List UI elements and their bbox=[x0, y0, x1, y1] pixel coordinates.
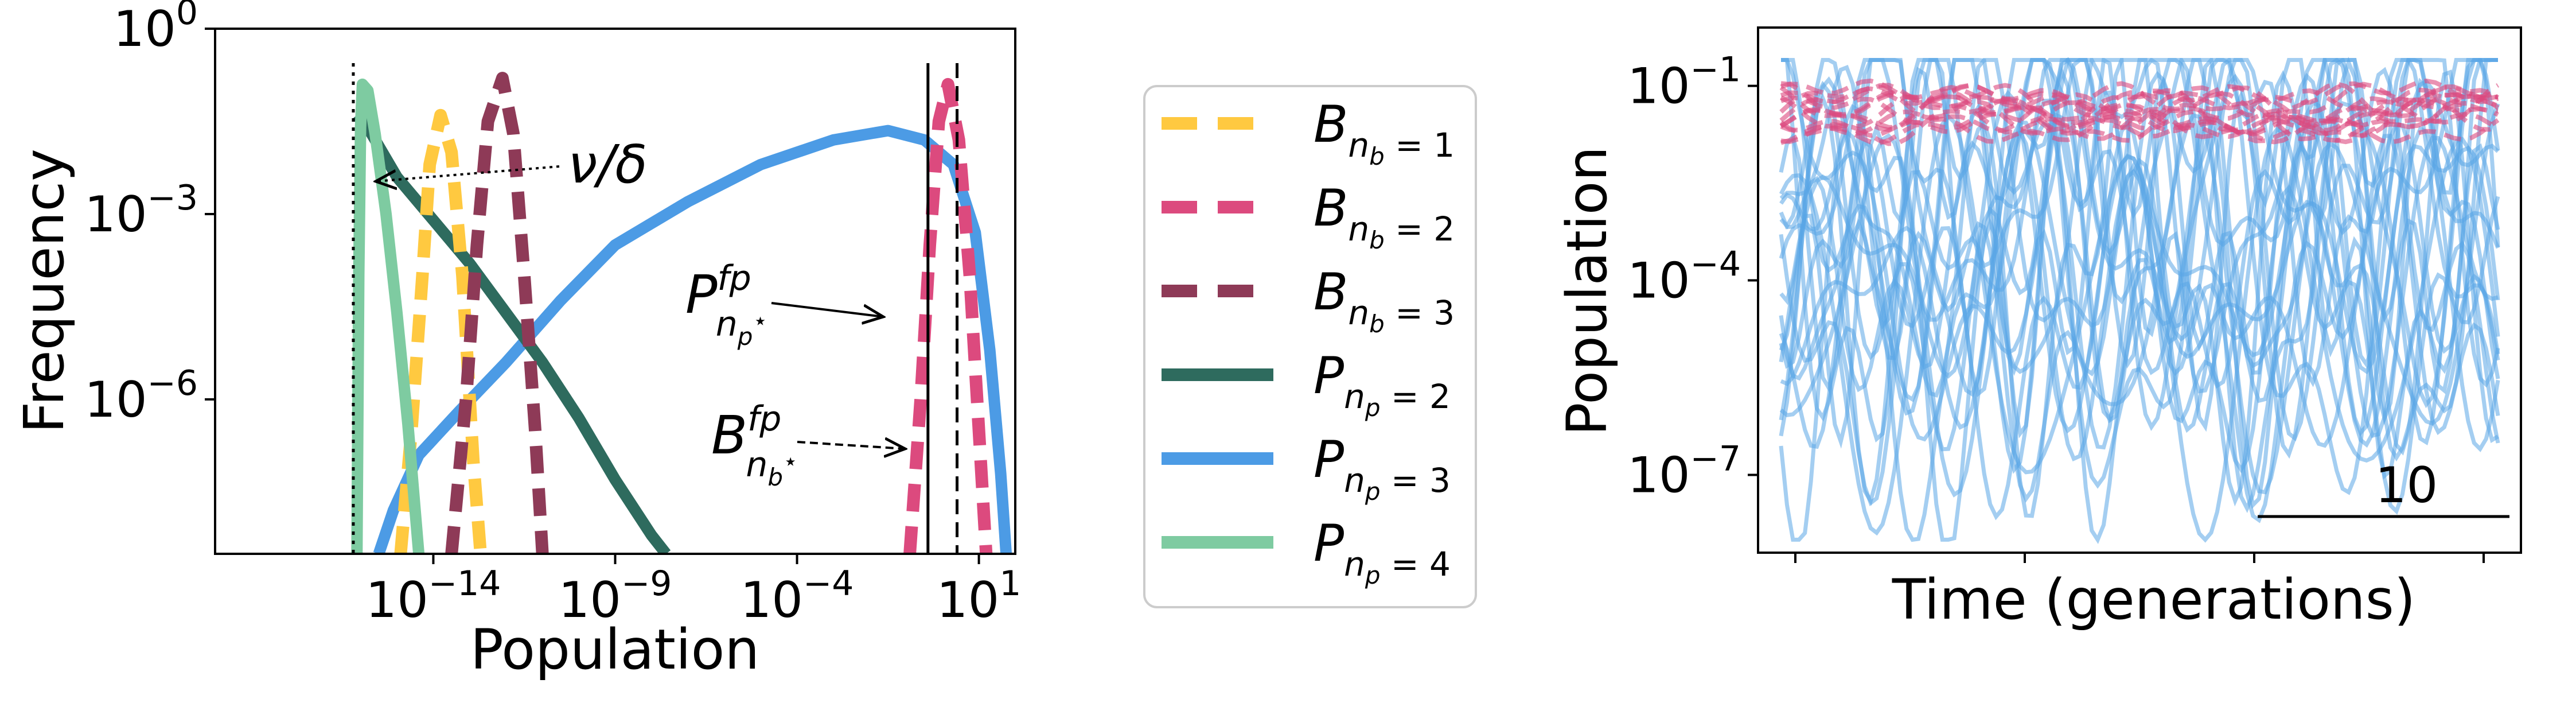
scale-bar-label: 10 bbox=[2375, 457, 2438, 514]
population-P-trajectory bbox=[1781, 58, 2500, 450]
series-B3-line bbox=[445, 72, 549, 554]
ytick-label: 10−7 bbox=[1627, 438, 1741, 504]
right-xlabel: Time (generations) bbox=[1892, 568, 2415, 632]
timeseries-chart: 10−1 10−4 10−7 10 Time (generations) Popul… bbox=[1555, 26, 2522, 632]
annotation-B-fp: Bfp nb⋆ bbox=[711, 399, 798, 491]
ytick-label: 10−4 bbox=[1627, 244, 1741, 310]
legend-label: Bnb = 3 bbox=[1314, 262, 1455, 338]
left-xlabel: Population bbox=[470, 618, 759, 682]
xtick-label: 101 bbox=[937, 564, 1022, 629]
ytick-label: 100 bbox=[113, 0, 198, 58]
population-B-trajectory bbox=[1779, 83, 2499, 136]
series-P3-line bbox=[373, 125, 1012, 554]
series-P2-line bbox=[352, 111, 671, 554]
nu-delta-arrow bbox=[376, 165, 560, 181]
population-B-trajectory bbox=[1780, 78, 2499, 131]
distribution-chart: 10−14 10−9 10−4 101 100 10−3 10−6 ν/δ Pfp np⋆ Bf… bbox=[12, 0, 1021, 682]
legend-item: Bnb = 3 bbox=[1162, 262, 1455, 338]
series-P4-line bbox=[351, 78, 425, 554]
B-fp-arrow bbox=[797, 442, 905, 449]
legend-label: Pnp = 3 bbox=[1314, 430, 1451, 506]
legend-item: Pnp = 4 bbox=[1162, 514, 1451, 589]
xtick-label: 10−14 bbox=[365, 564, 501, 629]
legend: Bnb = 1 Bnb = 2 Bnb = 3 Pnp = 2 Pnp = 3 Pnp =… bbox=[1143, 85, 1477, 608]
population-P-trajectory bbox=[1779, 58, 2500, 542]
series-B2-line bbox=[903, 77, 993, 554]
ytick-label: 10−1 bbox=[1627, 50, 1741, 115]
legend-item: Bnb = 2 bbox=[1162, 178, 1455, 254]
population-P-trajectory bbox=[1779, 58, 2500, 369]
legend-item: Bnb = 1 bbox=[1162, 95, 1455, 170]
legend-label: Pnp = 2 bbox=[1314, 346, 1451, 422]
population-P-trajectory bbox=[1779, 58, 2498, 424]
population-B-trajectory bbox=[1780, 81, 2500, 135]
series-B1-line bbox=[394, 108, 487, 554]
left-ylabel: Frequency bbox=[12, 149, 76, 433]
population-B-trajectory bbox=[1779, 92, 2500, 146]
population-B-trajectory bbox=[1780, 86, 2499, 139]
xtick-label: 10−4 bbox=[741, 564, 854, 629]
xtick-label: 10−9 bbox=[559, 564, 672, 629]
annotation-nu-delta: ν/δ bbox=[568, 134, 648, 195]
legend-item: Pnp = 2 bbox=[1162, 346, 1451, 422]
population-B-trajectory bbox=[1780, 95, 2499, 146]
legend-label: Pnp = 4 bbox=[1314, 514, 1451, 589]
right-axes-frame bbox=[1757, 26, 2522, 554]
right-ylabel: Population bbox=[1555, 146, 1619, 436]
P-fp-arrow bbox=[771, 302, 883, 317]
population-P-trajectory bbox=[1779, 58, 2500, 437]
legend-item: Pnp = 3 bbox=[1162, 430, 1451, 506]
legend-label: Bnb = 2 bbox=[1314, 178, 1455, 254]
annotation-P-fp: Pfp np⋆ bbox=[685, 258, 768, 351]
population-B-trajectory bbox=[1780, 95, 2500, 145]
ytick-label: 10−3 bbox=[84, 178, 198, 243]
ytick-label: 10−6 bbox=[84, 363, 198, 429]
legend-frame bbox=[1143, 85, 1477, 608]
legend-label: Bnb = 1 bbox=[1314, 95, 1455, 170]
